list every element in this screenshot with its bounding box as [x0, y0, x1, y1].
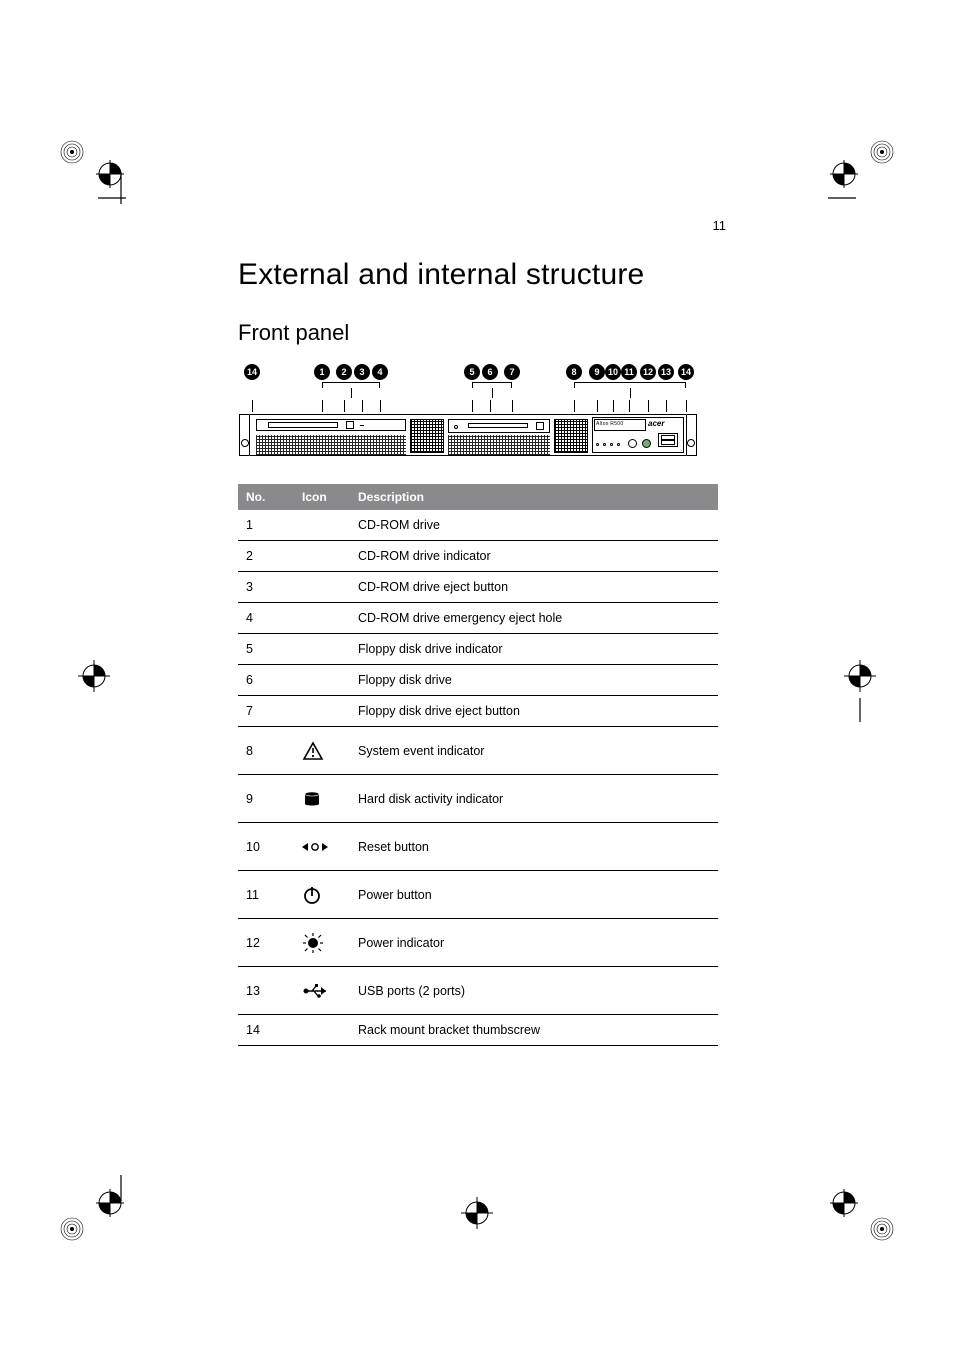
callout-13: 13 — [658, 364, 674, 380]
hdd-icon — [294, 775, 350, 823]
callout-12: 12 — [640, 364, 656, 380]
cell-no: 7 — [238, 696, 294, 727]
callout-2: 2 — [336, 364, 352, 380]
front-panel-diagram: 141234567891011121314 Altos R5 — [238, 364, 718, 456]
table-row: 7 Floppy disk drive eject button — [238, 696, 718, 727]
reg-mark-top-left — [58, 138, 128, 208]
reg-mark-mid-left — [72, 654, 116, 698]
reg-mark-bottom-left — [58, 1173, 128, 1243]
reg-mark-bottom-right — [826, 1173, 896, 1243]
cell-no: 3 — [238, 572, 294, 603]
power-led-icon — [294, 919, 350, 967]
cell-desc: Power button — [350, 871, 718, 919]
table-row: 12 Power indicator — [238, 919, 718, 967]
cell-desc: Floppy disk drive — [350, 665, 718, 696]
cell-icon-empty — [294, 510, 350, 541]
table-row: 1 CD-ROM drive — [238, 510, 718, 541]
callout-11: 11 — [621, 364, 637, 380]
heading-2: Front panel — [238, 320, 718, 346]
power-icon — [294, 871, 350, 919]
callout-7: 7 — [504, 364, 520, 380]
table-row: 14 Rack mount bracket thumbscrew — [238, 1015, 718, 1046]
cell-no: 6 — [238, 665, 294, 696]
warning-icon — [294, 727, 350, 775]
cell-desc: CD-ROM drive eject button — [350, 572, 718, 603]
brand-logo: acer — [648, 419, 664, 428]
table-row: 10 Reset button — [238, 823, 718, 871]
cell-no: 10 — [238, 823, 294, 871]
callout-14: 14 — [678, 364, 694, 380]
reg-mark-mid-right — [838, 654, 882, 724]
cell-icon-empty — [294, 1015, 350, 1046]
cell-no: 13 — [238, 967, 294, 1015]
col-no: No. — [238, 484, 294, 510]
brand-model-label: Altos R500 — [596, 421, 623, 427]
callout-5: 5 — [464, 364, 480, 380]
callout-1: 1 — [314, 364, 330, 380]
table-row: 5 Floppy disk drive indicator — [238, 634, 718, 665]
callout-8: 8 — [566, 364, 582, 380]
cell-icon-empty — [294, 603, 350, 634]
cell-icon-empty — [294, 696, 350, 727]
col-icon: Icon — [294, 484, 350, 510]
callout-9: 9 — [589, 364, 605, 380]
cell-desc: CD-ROM drive indicator — [350, 541, 718, 572]
cell-desc: Rack mount bracket thumbscrew — [350, 1015, 718, 1046]
page-number: 11 — [713, 218, 727, 233]
cell-icon-empty — [294, 541, 350, 572]
reg-mark-bottom-center — [455, 1191, 499, 1235]
table-row: 13 USB ports (2 ports) — [238, 967, 718, 1015]
cell-no: 2 — [238, 541, 294, 572]
cell-desc: CD-ROM drive — [350, 510, 718, 541]
cell-icon-empty — [294, 665, 350, 696]
cell-desc: Reset button — [350, 823, 718, 871]
cell-no: 1 — [238, 510, 294, 541]
table-row: 9 Hard disk activity indicator — [238, 775, 718, 823]
cell-desc: Hard disk activity indicator — [350, 775, 718, 823]
col-desc: Description — [350, 484, 718, 510]
usb-icon — [294, 967, 350, 1015]
cell-icon-empty — [294, 634, 350, 665]
description-table: No. Icon Description 1 CD-ROM drive 2 CD-RO… — [238, 484, 718, 1046]
callout-14: 14 — [244, 364, 260, 380]
cell-desc: Floppy disk drive indicator — [350, 634, 718, 665]
usb-ports-icon — [658, 433, 678, 447]
table-row: 2 CD-ROM drive indicator — [238, 541, 718, 572]
cell-no: 5 — [238, 634, 294, 665]
cell-desc: Power indicator — [350, 919, 718, 967]
cell-no: 4 — [238, 603, 294, 634]
table-row: 11 Power button — [238, 871, 718, 919]
callout-3: 3 — [354, 364, 370, 380]
table-row: 6 Floppy disk drive — [238, 665, 718, 696]
table-row: 4 CD-ROM drive emergency eject hole — [238, 603, 718, 634]
reg-mark-top-right — [826, 138, 896, 208]
cell-desc: CD-ROM drive emergency eject hole — [350, 603, 718, 634]
table-row: 3 CD-ROM drive eject button — [238, 572, 718, 603]
cell-desc: USB ports (2 ports) — [350, 967, 718, 1015]
cell-no: 12 — [238, 919, 294, 967]
cell-no: 8 — [238, 727, 294, 775]
cell-icon-empty — [294, 572, 350, 603]
cell-no: 9 — [238, 775, 294, 823]
cell-desc: System event indicator — [350, 727, 718, 775]
callout-10: 10 — [605, 364, 621, 380]
cell-no: 14 — [238, 1015, 294, 1046]
callout-6: 6 — [482, 364, 498, 380]
heading-1: External and internal structure — [238, 258, 718, 292]
reset-icon — [294, 823, 350, 871]
cell-no: 11 — [238, 871, 294, 919]
callout-4: 4 — [372, 364, 388, 380]
cell-desc: Floppy disk drive eject button — [350, 696, 718, 727]
table-row: 8 System event indicator — [238, 727, 718, 775]
